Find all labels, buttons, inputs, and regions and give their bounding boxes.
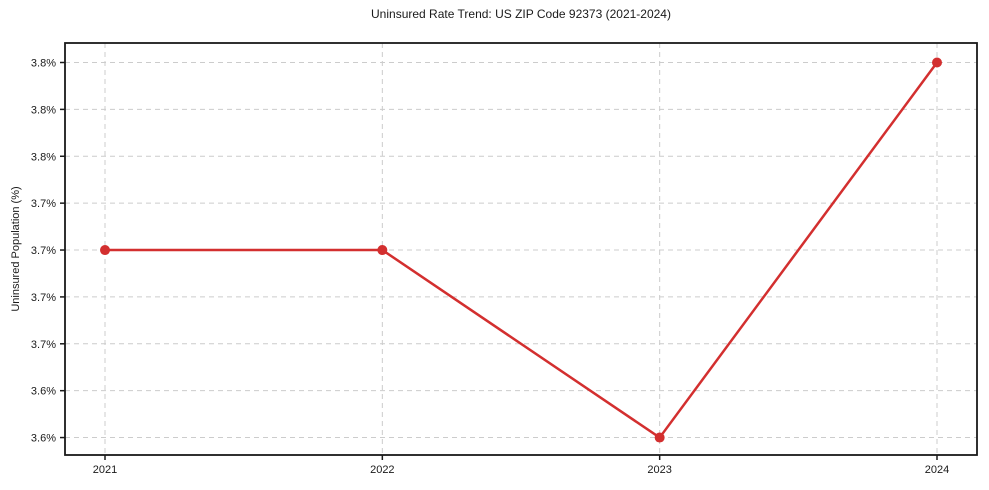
axes-border bbox=[64, 42, 978, 456]
data-point-2023 bbox=[654, 432, 665, 443]
y-tick-label: 3.7% bbox=[31, 292, 56, 304]
x-tick-label: 2023 bbox=[647, 464, 671, 476]
y-tick-label: 3.6% bbox=[31, 433, 56, 445]
trend-line bbox=[103, 61, 939, 439]
y-tick-label: 3.6% bbox=[31, 386, 56, 398]
x-tick-label: 2021 bbox=[93, 464, 117, 476]
data-point-2021 bbox=[100, 245, 110, 256]
x-tick-label: 2024 bbox=[925, 464, 949, 476]
y-tick-label: 3.8% bbox=[31, 151, 56, 163]
y-tick-label: 3.7% bbox=[31, 339, 56, 351]
data-point-2022 bbox=[377, 245, 388, 256]
data-point-2024 bbox=[932, 57, 942, 68]
y-tick-label: 3.7% bbox=[31, 245, 56, 257]
x-tick-label: 2022 bbox=[370, 464, 394, 476]
y-tick-label: 3.7% bbox=[31, 198, 56, 210]
chart-title: Uninsured Rate Trend: US ZIP Code 92373 … bbox=[371, 7, 671, 21]
y-tick-label: 3.8% bbox=[31, 104, 56, 116]
y-tick-label: 3.8% bbox=[31, 58, 56, 70]
